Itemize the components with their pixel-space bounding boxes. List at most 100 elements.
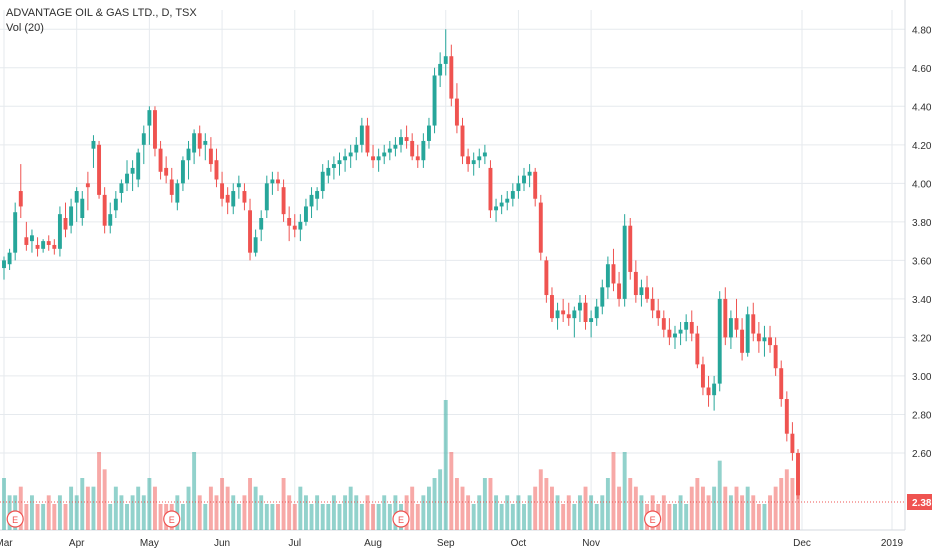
volume-bar <box>331 495 336 530</box>
volume-bar <box>192 452 197 530</box>
candle-body <box>796 452 800 496</box>
volume-bar <box>762 504 767 530</box>
candle <box>622 214 627 307</box>
candle-body <box>359 125 364 145</box>
candle-body <box>80 198 85 218</box>
volume-bar <box>773 486 778 530</box>
candle-body <box>673 333 677 338</box>
volume-bar <box>30 495 34 530</box>
volume-bar <box>371 504 375 530</box>
volume-bar <box>550 486 554 530</box>
volume-bar <box>359 504 364 530</box>
volume-bar <box>24 504 29 530</box>
volume-indicator-label[interactable]: Vol (20) <box>6 22 44 34</box>
candle-body <box>555 310 560 319</box>
candle-body <box>427 125 431 141</box>
candle-body <box>225 194 230 203</box>
candle-body <box>728 318 733 338</box>
candle <box>790 422 795 461</box>
candle <box>326 160 331 184</box>
volume-bar <box>35 504 40 530</box>
volume-bar <box>734 486 739 530</box>
candle-body <box>343 156 348 161</box>
price-tick-label: 4.80 <box>912 25 932 36</box>
candle <box>639 279 644 307</box>
volume-bar <box>622 452 627 530</box>
candle-body <box>734 318 739 330</box>
volume-bar <box>410 486 415 530</box>
candle-body <box>410 140 415 157</box>
volume-bar <box>292 504 297 530</box>
candle <box>740 318 745 361</box>
candle-body <box>745 314 750 353</box>
candle <box>393 137 398 157</box>
volume-bar <box>113 486 118 530</box>
volume-bar <box>125 504 129 530</box>
time-tick-label: Mar <box>0 538 13 549</box>
candle <box>751 302 756 342</box>
volume-bar <box>438 469 443 530</box>
volume-bar <box>365 495 370 530</box>
candle-body <box>315 191 320 199</box>
candle-body <box>751 314 756 334</box>
candle-body <box>756 333 761 342</box>
volume-bar <box>661 495 666 530</box>
volume-bar <box>74 495 79 530</box>
candle <box>309 187 314 218</box>
volume-bar <box>141 495 146 530</box>
candle <box>550 287 554 322</box>
candle-body <box>387 148 392 153</box>
candle-body <box>281 187 286 215</box>
time-tick-label: Jun <box>214 538 230 549</box>
volume-bar <box>97 452 102 530</box>
candle <box>108 202 113 234</box>
volume-bar <box>689 486 694 530</box>
candle-body <box>382 152 387 157</box>
candle <box>85 171 90 211</box>
candle <box>371 144 375 168</box>
candle-body <box>57 214 62 249</box>
candle <box>175 179 180 211</box>
candle <box>656 298 661 326</box>
earnings-marker[interactable]: E <box>392 510 410 528</box>
candle-body <box>678 329 683 334</box>
volume-bar <box>276 504 280 530</box>
candle <box>410 133 415 161</box>
volume-bar <box>577 495 582 530</box>
earnings-marker-label: E <box>12 515 18 525</box>
volume-bar <box>784 469 789 530</box>
candle-body <box>527 171 532 176</box>
earnings-marker[interactable]: E <box>6 510 24 528</box>
volume-bar <box>555 495 560 530</box>
volume-bar <box>600 495 605 530</box>
volume-bar <box>315 495 320 530</box>
candle-body <box>231 191 236 207</box>
candle <box>544 256 549 303</box>
candle <box>298 214 303 242</box>
candle <box>69 198 74 234</box>
candle-body <box>97 144 102 195</box>
candle <box>35 237 40 257</box>
candle-body <box>712 383 717 396</box>
volume-bar <box>242 495 247 530</box>
candle <box>628 218 633 280</box>
price-tick-label: 4.60 <box>912 64 932 75</box>
volume-bar <box>180 504 185 530</box>
candle-body <box>617 283 622 299</box>
symbol-title: ADVANTAGE OIL & GAS LTD., D, TSX <box>6 7 197 19</box>
candle <box>214 148 219 188</box>
volume-bar <box>566 495 571 530</box>
candle-body <box>141 133 146 145</box>
volume-bar <box>80 478 85 530</box>
candle-body <box>561 310 566 315</box>
earnings-marker[interactable]: E <box>163 510 181 528</box>
volume-bar <box>494 495 499 530</box>
candle-body <box>717 298 722 384</box>
earnings-marker[interactable]: E <box>644 510 662 528</box>
earnings-marker-circle <box>163 510 181 528</box>
volume-bar <box>287 495 292 530</box>
candle <box>315 187 320 211</box>
candle <box>728 310 733 349</box>
